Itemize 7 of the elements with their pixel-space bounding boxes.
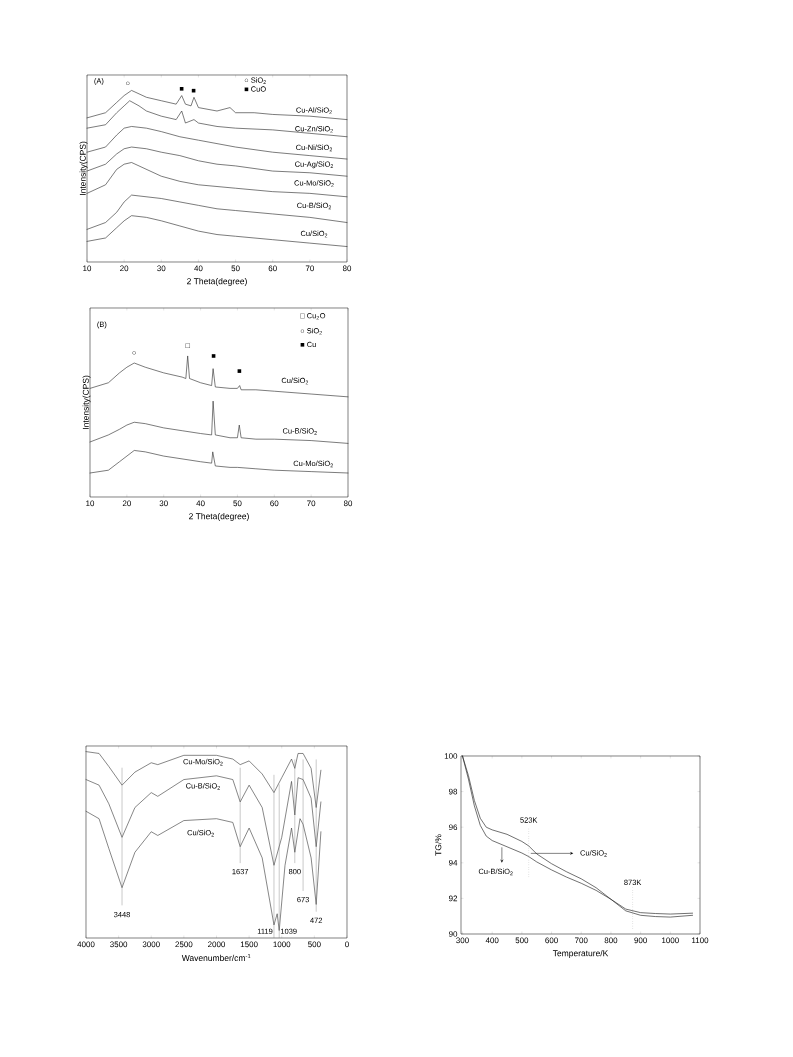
x-axis-title: 2 Theta(degree) [189,512,249,521]
x-axis-title: 2 Theta(degree) [187,277,247,286]
y-axis-title: Intensity(CPS) [82,375,91,430]
y-axis-title: TG/% [435,834,442,856]
x-axis-title: Wavenumber/cm$^{-1}$ [181,954,251,961]
x-axis-title: Temperature/K [552,950,609,958]
y-axis-title: Intensity(CPS) [79,141,88,195]
